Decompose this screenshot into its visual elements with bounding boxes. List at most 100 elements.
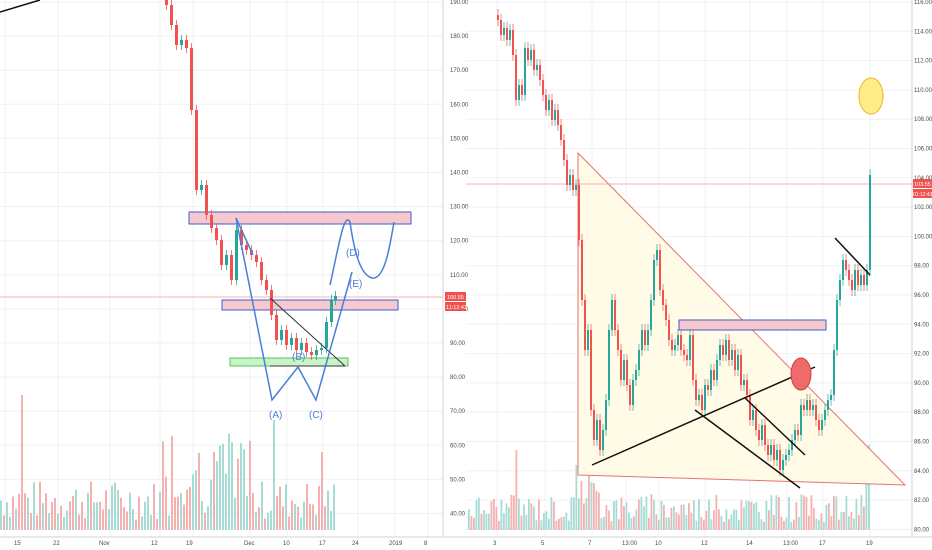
price-axis-label: 82.00 bbox=[914, 498, 930, 504]
volume-bar bbox=[568, 520, 570, 530]
volume-bar bbox=[553, 501, 555, 530]
volume-bar bbox=[850, 511, 853, 530]
volume-bar bbox=[580, 480, 583, 530]
volume-bar bbox=[153, 484, 155, 530]
volume-bar bbox=[246, 495, 248, 530]
price-axis-label: 112.00 bbox=[914, 59, 932, 65]
volume-bar bbox=[728, 519, 730, 530]
candlestick bbox=[671, 340, 673, 350]
candlestick bbox=[195, 110, 198, 190]
volume-bar bbox=[653, 500, 655, 530]
volume-bar bbox=[105, 490, 107, 530]
candlestick bbox=[578, 185, 580, 240]
volume-bar bbox=[830, 515, 833, 530]
candlestick bbox=[734, 350, 736, 370]
volume-bar bbox=[550, 497, 553, 530]
volume-bar bbox=[51, 502, 53, 530]
candlestick bbox=[265, 280, 268, 290]
volume-bar bbox=[204, 512, 206, 530]
volume-bar bbox=[788, 496, 790, 530]
volume-bar bbox=[843, 511, 845, 530]
candlestick bbox=[530, 50, 532, 60]
volume-bar bbox=[282, 506, 284, 530]
volume-bar bbox=[18, 493, 20, 530]
volume-bar bbox=[42, 503, 44, 530]
volume-bar bbox=[770, 495, 773, 530]
volume-bar bbox=[590, 482, 593, 530]
volume-bar bbox=[538, 499, 540, 530]
time-axis-label: 24 bbox=[352, 541, 359, 547]
volume-bar bbox=[84, 518, 86, 530]
volume-bar bbox=[3, 515, 5, 530]
volume-bar bbox=[668, 517, 670, 530]
volume-bar bbox=[613, 501, 615, 530]
candlestick bbox=[330, 300, 333, 322]
candlestick bbox=[270, 290, 273, 315]
volume-bar bbox=[93, 502, 95, 530]
volume-bar bbox=[813, 508, 815, 530]
volume-bar bbox=[195, 470, 197, 530]
volume-bar bbox=[162, 441, 164, 530]
volume-bar bbox=[75, 489, 77, 530]
candlestick bbox=[827, 400, 829, 410]
volume-bar bbox=[147, 496, 149, 530]
candlestick bbox=[848, 270, 850, 280]
volume-bar bbox=[753, 503, 755, 530]
volume-bar bbox=[703, 519, 705, 530]
candlestick bbox=[704, 385, 706, 410]
volume-bar bbox=[718, 509, 720, 530]
price-axis-label: 88.00 bbox=[914, 410, 930, 416]
volume-bar bbox=[192, 474, 194, 530]
volume-bar bbox=[780, 516, 783, 530]
candlestick bbox=[605, 400, 607, 430]
candlestick bbox=[707, 385, 709, 390]
candlestick bbox=[602, 430, 604, 450]
volume-bar bbox=[219, 445, 221, 530]
price-axis-label: 86.00 bbox=[914, 440, 930, 446]
volume-bar bbox=[845, 495, 848, 530]
volume-bar bbox=[860, 495, 863, 530]
volume-bar bbox=[700, 516, 703, 530]
volume-bar bbox=[665, 517, 668, 530]
volume-bar bbox=[750, 501, 753, 530]
time-axis-label: 10 bbox=[655, 541, 662, 547]
volume-bar bbox=[548, 518, 550, 530]
volume-bar bbox=[45, 493, 47, 530]
volume-bar bbox=[171, 436, 173, 530]
price-axis-label: 60.00 bbox=[450, 443, 466, 449]
candlestick bbox=[190, 48, 193, 110]
volume-bar bbox=[815, 518, 818, 530]
candlestick bbox=[770, 445, 772, 455]
candlestick bbox=[587, 330, 589, 350]
candlestick bbox=[554, 110, 556, 120]
volume-bar bbox=[588, 464, 590, 530]
wave-label: (C) bbox=[309, 410, 323, 421]
candlestick bbox=[839, 280, 841, 300]
candlestick bbox=[334, 296, 337, 300]
volume-bar bbox=[129, 492, 131, 530]
volume-bar bbox=[595, 490, 598, 530]
volume-bar bbox=[66, 510, 68, 530]
volume-bar bbox=[660, 500, 663, 530]
volume-bar bbox=[805, 496, 808, 530]
price-axis-label: 120.00 bbox=[450, 239, 469, 245]
candlestick bbox=[593, 410, 595, 440]
volume-bar bbox=[693, 500, 695, 530]
countdown-tag bbox=[445, 302, 466, 311]
price-axis-label: 170.00 bbox=[450, 68, 469, 74]
candlestick bbox=[611, 300, 613, 330]
volume-bar bbox=[39, 481, 41, 530]
candlestick bbox=[806, 400, 808, 410]
volume-bar bbox=[114, 482, 116, 530]
candlestick bbox=[656, 250, 658, 260]
candlestick bbox=[205, 185, 208, 215]
time-axis-label: 8 bbox=[424, 541, 428, 547]
candlestick bbox=[686, 355, 688, 360]
volume-bar bbox=[738, 519, 740, 530]
candlestick bbox=[548, 100, 550, 110]
wave-label: (B) bbox=[292, 352, 305, 363]
candlestick bbox=[716, 360, 718, 380]
candlestick bbox=[572, 175, 574, 190]
candlestick bbox=[629, 385, 631, 405]
